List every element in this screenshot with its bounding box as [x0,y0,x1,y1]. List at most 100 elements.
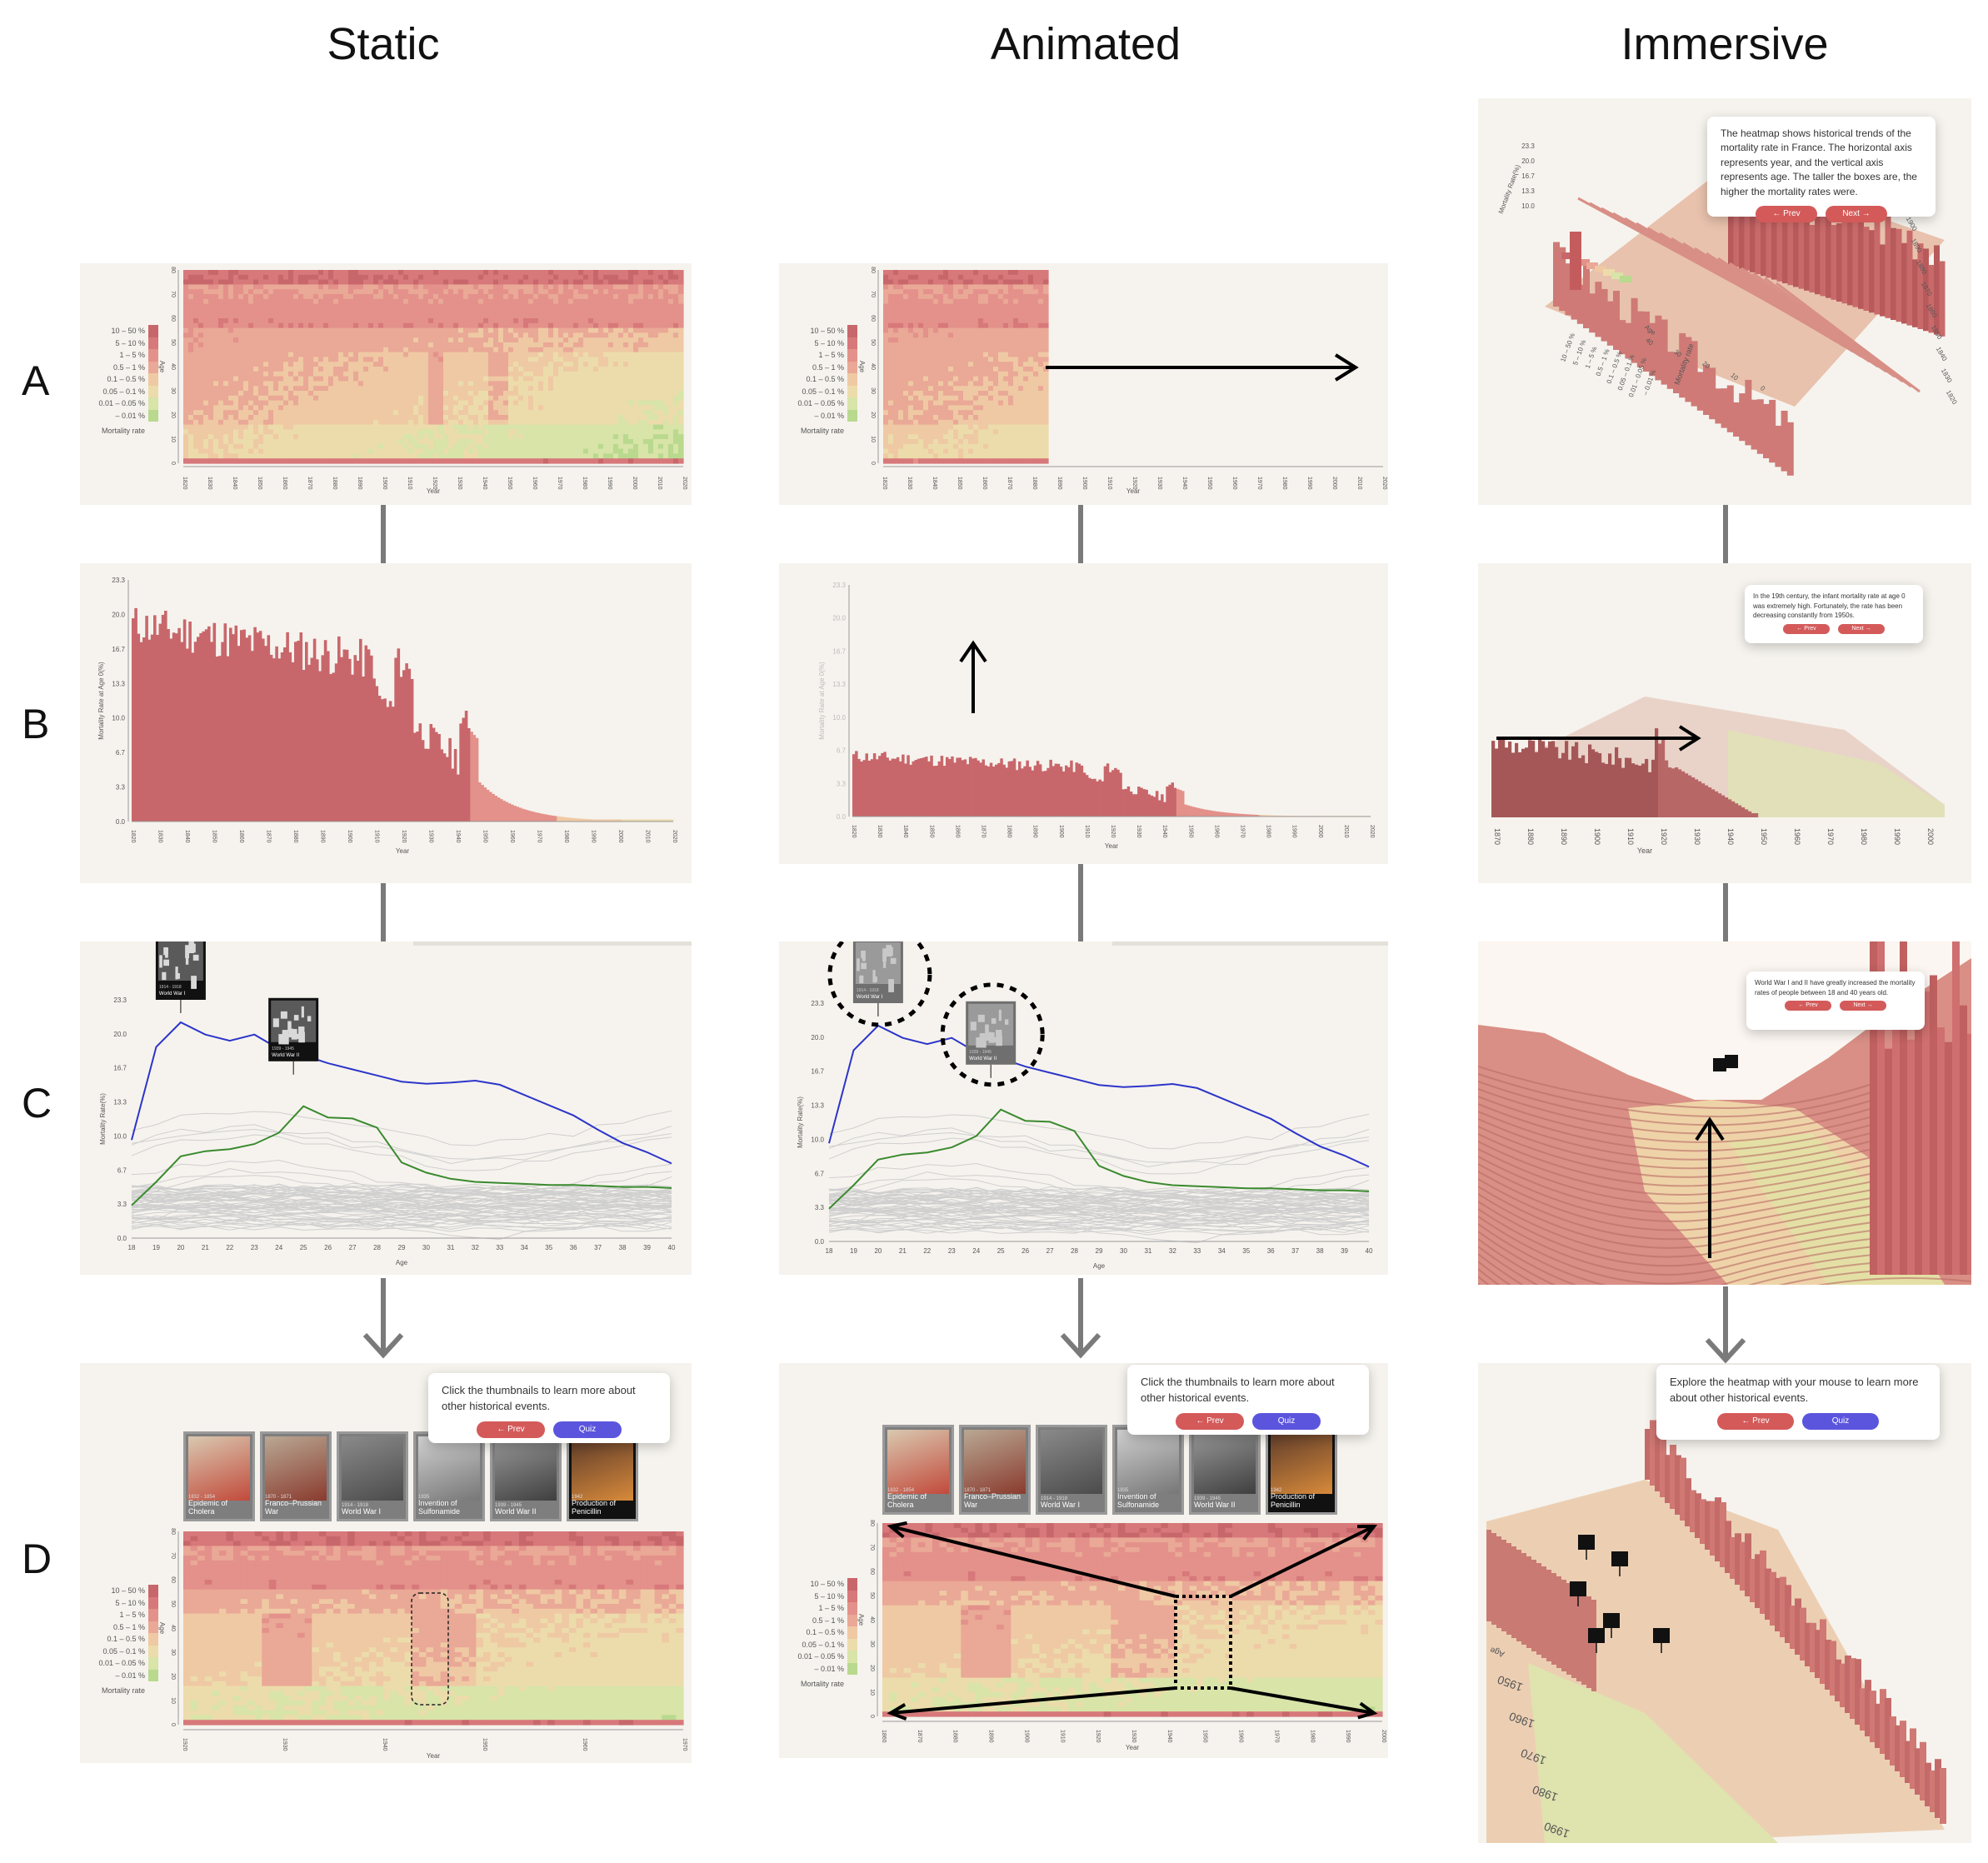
heat-cell [583,458,589,464]
heat-cell [368,448,374,454]
legend-label: 0.01 – 0.05 % [98,399,145,408]
heat-cell [903,327,909,333]
heat-cell [183,405,189,411]
heat-cell [288,376,294,382]
heat-cell [603,274,609,281]
heat-cell [618,391,624,397]
heat-cell [313,313,319,319]
heat-cell [643,448,649,454]
heat-cell [978,415,984,421]
heat-cell [298,443,304,450]
heat-cell [478,347,484,353]
heat-cell [263,453,269,459]
heat-cell [948,352,954,357]
heat-cell [983,429,989,435]
heat-cell [618,362,624,367]
heat-cell [438,332,444,338]
heat-cell [908,400,914,406]
heat-cell [893,332,899,338]
year-tick: 1890 [357,477,362,490]
heat-cell [398,274,404,281]
heat-cell [403,279,409,285]
heat-cell [653,322,659,329]
heat-cell [903,284,909,290]
heat-cell [473,400,479,406]
heat-cell [343,318,349,324]
heat-cell [948,289,954,295]
heat-cell [638,458,644,464]
heat-cell [563,424,569,430]
heat-cell [568,458,574,464]
heat-cell [183,332,189,338]
heat-cell [648,376,654,382]
heat-cell [313,439,319,445]
heat-cell [933,347,939,353]
heat-cell [463,410,469,416]
heat-cell [228,318,234,324]
heat-cell [328,362,334,367]
heat-cell [498,429,504,435]
heat-cell [623,434,629,440]
heat-cell [978,332,984,338]
heat-cell [218,313,224,319]
heat-cell [658,405,664,411]
heat-cell [653,337,659,343]
heat-cell [193,298,199,305]
heat-cell [488,327,494,333]
heat-cell [648,279,654,285]
heat-cell [313,270,319,276]
heat-cell [278,395,284,402]
heat-cell [518,424,524,430]
heat-cell [498,347,504,353]
heat-cell [228,439,234,445]
heat-cell [418,342,424,348]
heat-cell [218,386,224,392]
heat-cell [673,443,679,450]
heat-cell [448,458,454,464]
heat-cell [578,386,584,392]
heat-cell [523,270,529,276]
heat-cell [358,415,364,421]
year-tick: 1960 [532,477,537,490]
heat-cell [403,274,409,281]
heat-cell [348,342,354,348]
heat-cell [678,284,684,290]
heat-cell [568,327,574,333]
heat-cell [973,284,979,290]
heat-cell [508,367,514,372]
heat-cell [433,458,439,464]
heat-cell [983,322,989,329]
heat-cell [598,405,604,411]
heat-cell [343,303,349,309]
heat-cell [468,357,474,362]
heat-cell [608,274,614,281]
heat-cell [428,318,434,324]
heat-cell [883,327,889,333]
heat-cell [283,405,289,411]
heat-cell [498,419,504,426]
heat-cell [908,424,914,430]
heat-cell [223,429,229,435]
heat-cell [513,327,519,333]
heat-cell [993,284,999,290]
heat-cell [248,400,254,406]
heat-cell [588,419,594,426]
heat-cell [263,410,269,416]
heat-cell [488,424,494,430]
heat-cell [643,458,649,464]
heat-cell [213,332,219,338]
heat-cell [503,371,509,377]
heat-cell [323,429,329,435]
heat-cell [523,434,529,440]
heat-cell [608,337,614,343]
heat-cell [623,332,629,338]
heat-cell [588,415,594,421]
heat-cell [223,274,229,281]
heat-cell [443,362,449,367]
heat-cell [518,395,524,402]
heat-cell [283,342,289,348]
heat-cell [318,318,324,324]
heat-cell [298,357,304,362]
heat-cell [938,308,944,314]
heat-cell [493,448,499,454]
